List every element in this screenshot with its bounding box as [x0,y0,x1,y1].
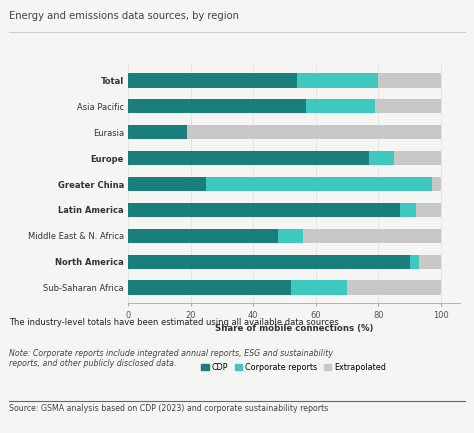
Bar [128,229,278,243]
Bar [187,125,441,139]
Text: Source: GSMA analysis based on CDP (2023) and corporate sustainability reports: Source: GSMA analysis based on CDP (2023… [9,404,329,413]
Bar [378,73,441,87]
Bar [278,229,303,243]
Bar [128,281,291,295]
Bar [347,281,441,295]
X-axis label: Share of mobile connections (%): Share of mobile connections (%) [215,324,373,333]
Bar [419,255,441,269]
Bar [375,99,441,113]
Bar [416,203,441,217]
Bar [128,125,187,139]
Bar [291,281,347,295]
Bar [128,255,410,269]
Bar [410,255,419,269]
Bar [128,73,297,87]
Bar [306,99,375,113]
Bar [128,99,306,113]
Text: Energy and emissions data sources, by region: Energy and emissions data sources, by re… [9,11,239,21]
Bar [394,151,441,165]
Bar [401,203,416,217]
Text: The industry-level totals have been estimated using all available data sources: The industry-level totals have been esti… [9,318,339,327]
Bar [128,177,206,191]
Legend: CDP, Corporate reports, Extrapolated: CDP, Corporate reports, Extrapolated [198,359,390,375]
Bar [128,203,401,217]
Bar [297,73,378,87]
Bar [432,177,441,191]
Bar [128,151,369,165]
Bar [303,229,441,243]
Bar [206,177,432,191]
Bar [369,151,394,165]
Text: Note: Corporate reports include integrated annual reports, ESG and sustainabilit: Note: Corporate reports include integrat… [9,349,334,368]
